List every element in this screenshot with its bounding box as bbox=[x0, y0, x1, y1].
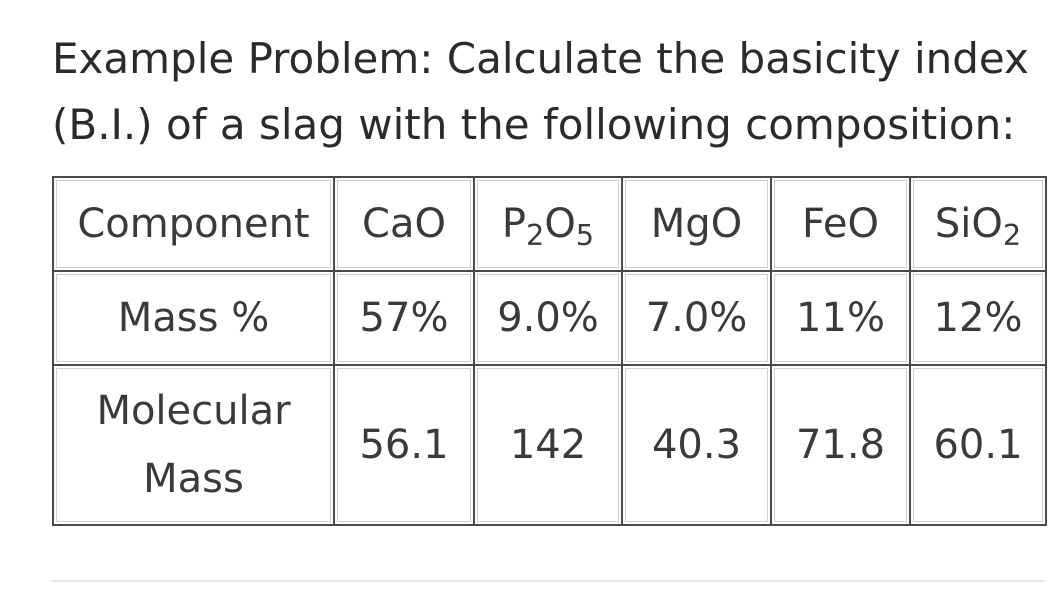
table-header-row: Component CaO P2O5 MgO FeO SiO2 bbox=[52, 176, 1047, 272]
header-label-component: Component bbox=[52, 176, 335, 272]
mass-percent-cao: 57% bbox=[333, 270, 475, 366]
bottom-divider bbox=[52, 580, 1045, 582]
component-sio2: SiO2 bbox=[909, 176, 1047, 272]
mass-percent-feo: 11% bbox=[770, 270, 911, 366]
problem-statement: Example Problem: Calculate the basicity … bbox=[52, 34, 1029, 149]
molecular-mass-cao: 56.1 bbox=[333, 364, 475, 526]
component-cao: CaO bbox=[333, 176, 475, 272]
molecular-mass-p2o5: 142 bbox=[473, 364, 623, 526]
table-row-mass-percent: Mass % 57% 9.0% 7.0% 11% 12% bbox=[52, 270, 1047, 366]
molecular-mass-label: Molecular Mass bbox=[52, 364, 335, 526]
mass-percent-p2o5: 9.0% bbox=[473, 270, 623, 366]
component-p2o5: P2O5 bbox=[473, 176, 623, 272]
mass-percent-sio2: 12% bbox=[909, 270, 1047, 366]
component-mgo: MgO bbox=[621, 176, 772, 272]
molecular-mass-mgo: 40.3 bbox=[621, 364, 772, 526]
mass-percent-label: Mass % bbox=[52, 270, 335, 366]
component-feo: FeO bbox=[770, 176, 911, 272]
composition-table: Component CaO P2O5 MgO FeO SiO2 Mass % 5… bbox=[52, 176, 1047, 526]
molecular-mass-label-line2: Mass bbox=[143, 456, 244, 502]
mass-percent-mgo: 7.0% bbox=[621, 270, 772, 366]
molecular-mass-feo: 71.8 bbox=[770, 364, 911, 526]
table-row-molecular-mass: Molecular Mass 56.1 142 40.3 71.8 60.1 bbox=[52, 364, 1047, 526]
molecular-mass-sio2: 60.1 bbox=[909, 364, 1047, 526]
molecular-mass-label-line1: Molecular bbox=[96, 388, 291, 434]
